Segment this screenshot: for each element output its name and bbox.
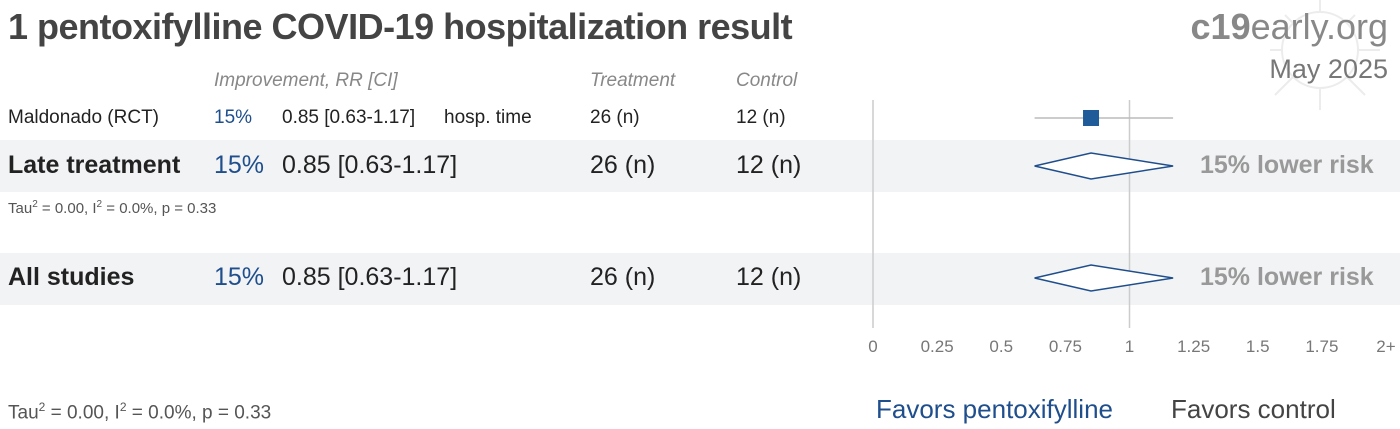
brand-bold: c19 <box>1190 6 1251 47</box>
study-outcome: hosp. time <box>444 107 532 128</box>
tick-label: 0.5 <box>989 337 1013 356</box>
tick-label: 1.5 <box>1246 337 1270 356</box>
tick-label: 1 <box>1125 337 1134 356</box>
group-all-name: All studies <box>8 263 135 291</box>
header-control: Control <box>736 70 798 91</box>
brand-rest: early.org <box>1250 6 1388 47</box>
stat-tau: Tau <box>8 200 33 217</box>
group-diamond <box>1034 264 1174 292</box>
tick-label: 1.25 <box>1177 337 1210 356</box>
group-late-treatment: 26 (n) <box>590 151 656 179</box>
brand-logo: c19early.org <box>1191 6 1388 48</box>
footer-stats: Tau2 = 0.00, I2 = 0.0%, p = 0.33 <box>8 400 272 424</box>
group-late-name: Late treatment <box>8 151 181 179</box>
tick-label: 2+ <box>1376 337 1395 356</box>
group-diamond <box>1034 152 1174 180</box>
tick-label: 0.25 <box>921 337 954 356</box>
study-treatment: 26 (n) <box>590 107 640 128</box>
group-late-rr: 0.85 [0.63-1.17] <box>282 151 458 179</box>
stat-tau-rest: = 0.00, I <box>37 200 97 217</box>
group-all-control: 12 (n) <box>736 263 802 291</box>
group-late-risk: 15% lower risk <box>1200 151 1374 179</box>
group-late-control: 12 (n) <box>736 151 802 179</box>
header-improvement: Improvement, RR [CI] <box>214 70 398 91</box>
tick-label: 0.75 <box>1049 337 1082 356</box>
favors-treatment: Favors pentoxifylline <box>876 394 1113 424</box>
study-improvement: 15% <box>214 107 253 128</box>
group-all-rr: 0.85 [0.63-1.17] <box>282 263 458 291</box>
page-title: 1 pentoxifylline COVID-19 hospitalizatio… <box>8 6 793 47</box>
group-late-stats: Tau2 = 0.00, I2 = 0.0%, p = 0.33 <box>8 199 217 217</box>
study-name: Maldonado (RCT) <box>8 107 159 128</box>
date-label: May 2025 <box>1269 54 1388 84</box>
group-all-risk: 15% lower risk <box>1200 263 1374 291</box>
study-rr: 0.85 [0.63-1.17] <box>282 107 416 128</box>
footer-i-rest: = 0.0%, p = 0.33 <box>126 402 272 424</box>
study-control: 12 (n) <box>736 107 786 128</box>
group-all-improvement: 15% <box>214 263 265 291</box>
stat-i-rest: = 0.0%, p = 0.33 <box>102 200 217 217</box>
header-treatment: Treatment <box>590 70 676 91</box>
footer-tau-rest: = 0.00, I <box>45 402 120 424</box>
tick-label: 0 <box>868 337 877 356</box>
footer-tau: Tau <box>8 402 39 424</box>
virus-watermark-icon <box>1270 0 1380 110</box>
group-late-improvement: 15% <box>214 151 265 179</box>
tick-label: 1.75 <box>1305 337 1338 356</box>
group-all-treatment: 26 (n) <box>590 263 656 291</box>
study-point-marker <box>1083 110 1100 126</box>
favors-control: Favors control <box>1171 394 1336 424</box>
